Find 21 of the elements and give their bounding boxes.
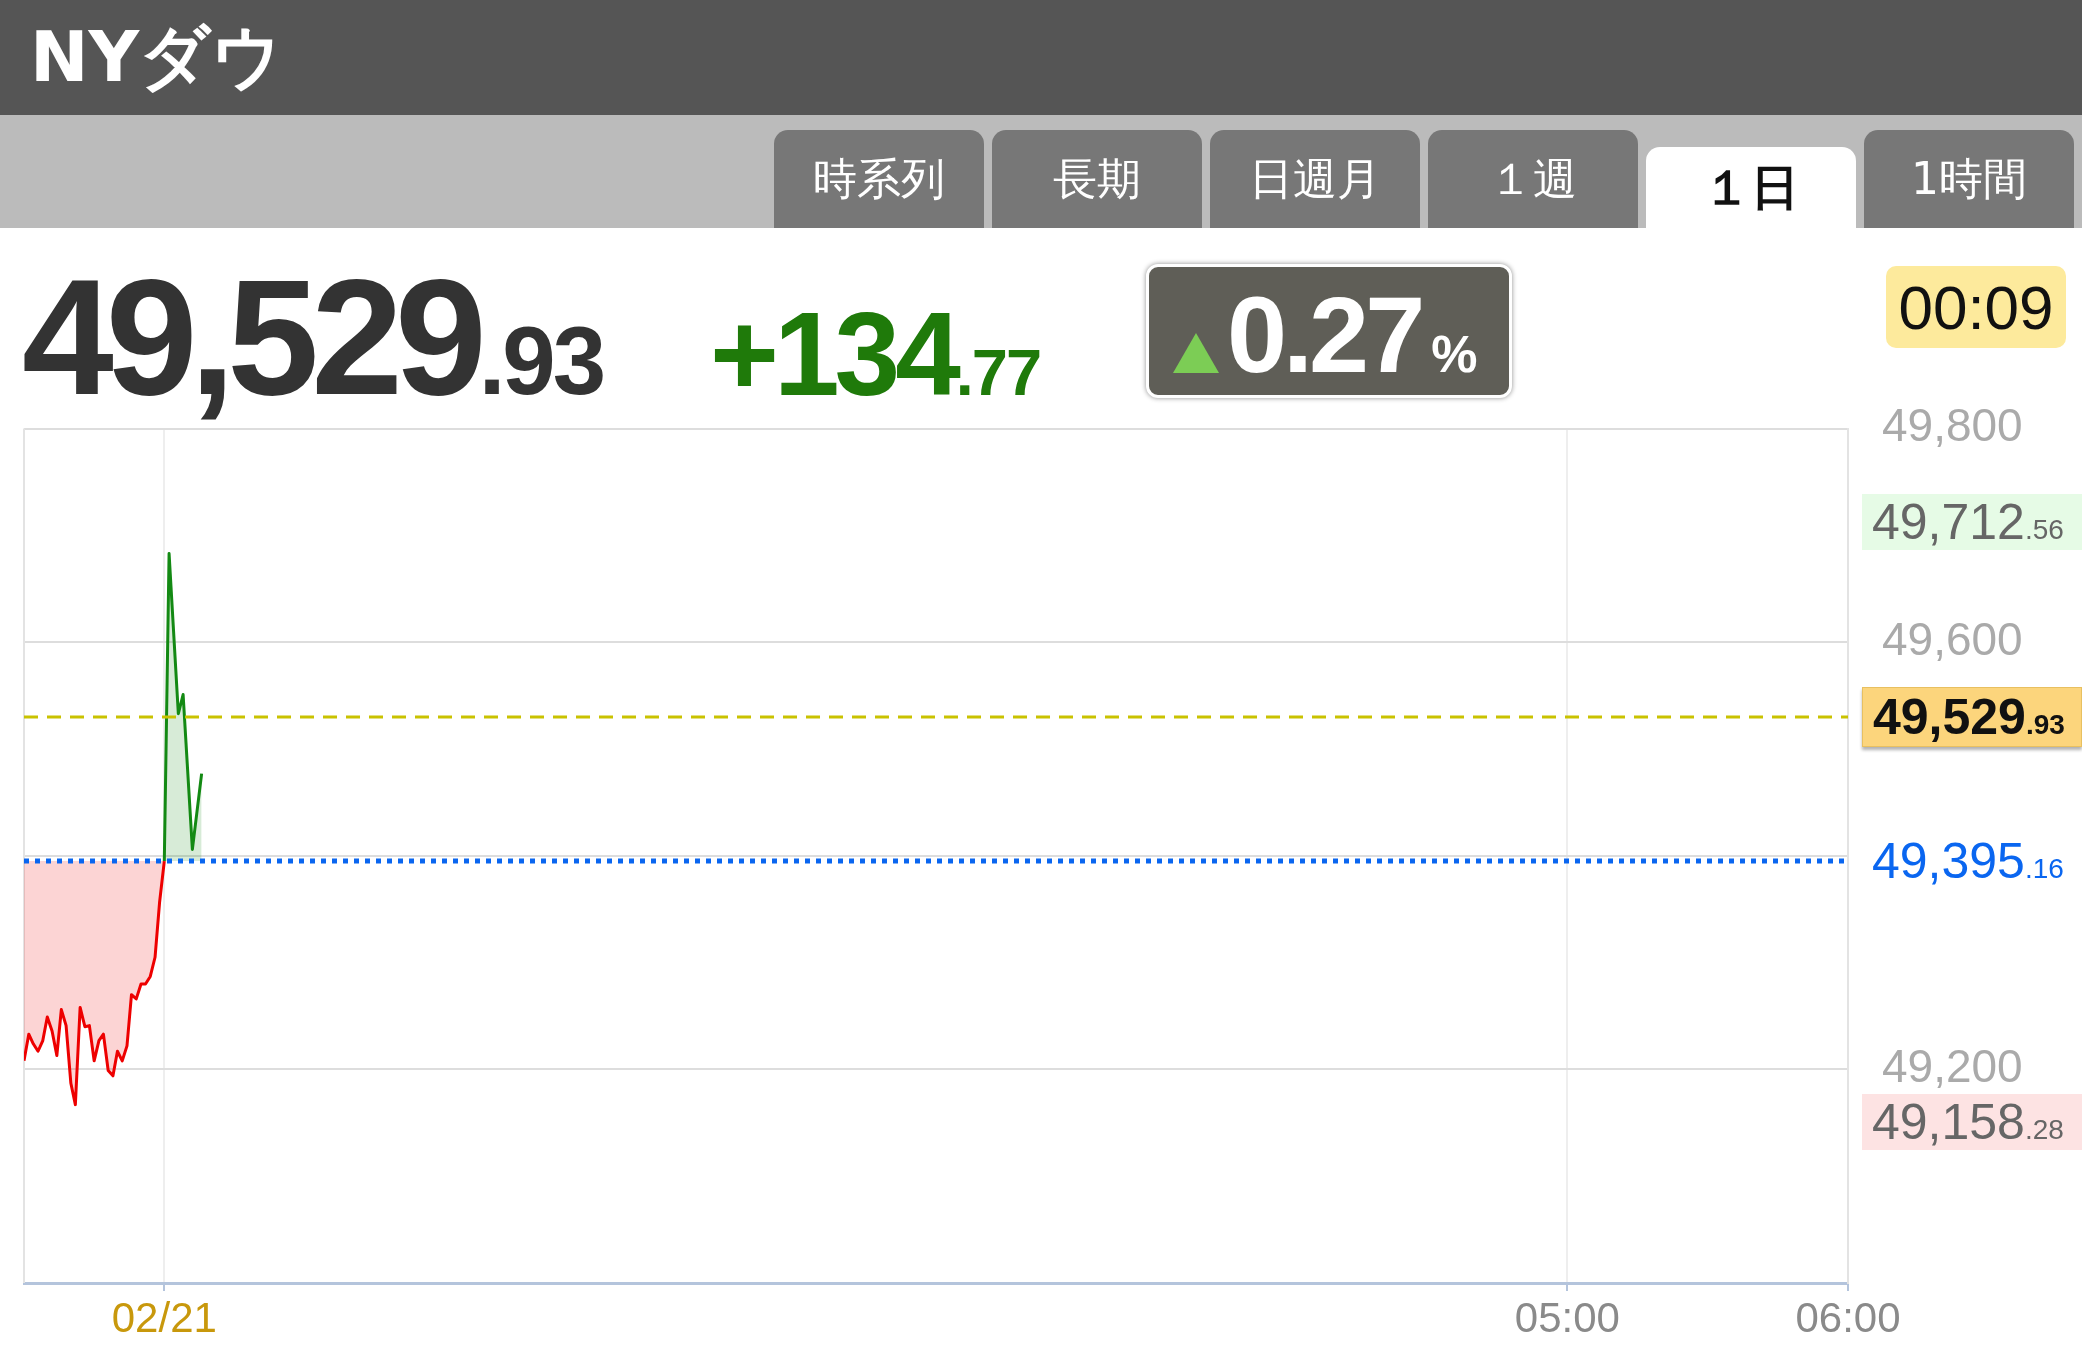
y-tick-label: 49,600	[1882, 612, 2023, 665]
ref-line-label: 49,395.16	[1872, 832, 2064, 889]
tab[interactable]: １週	[1428, 130, 1638, 228]
ref-line-label: 49,529.93	[1873, 689, 2065, 746]
chart-title: NYダウ	[30, 14, 284, 100]
y-tick-label: 49,200	[1882, 1040, 2023, 1093]
y-tick-label: 49,800	[1882, 399, 2023, 452]
x-tick-label: 02/21	[111, 1293, 217, 1341]
text: 0.27%	[1227, 274, 1478, 395]
x-tick-label: 05:00	[1514, 1293, 1620, 1341]
text: 49,712.56	[1872, 493, 2064, 550]
tab[interactable]: 1時間	[1864, 130, 2074, 228]
x-tick-label: 06:00	[1795, 1293, 1901, 1341]
tab[interactable]: 長期	[992, 130, 1202, 228]
tab[interactable]: １日	[1646, 147, 1856, 228]
text: +134.77	[710, 288, 1041, 420]
text: 49,158.28	[1872, 1094, 2064, 1151]
tab[interactable]: 時系列	[774, 130, 984, 228]
text: 00:09	[1898, 271, 2054, 343]
tab[interactable]: 日週月	[1210, 130, 1420, 228]
annotation: 49,529.93	[22, 245, 604, 429]
